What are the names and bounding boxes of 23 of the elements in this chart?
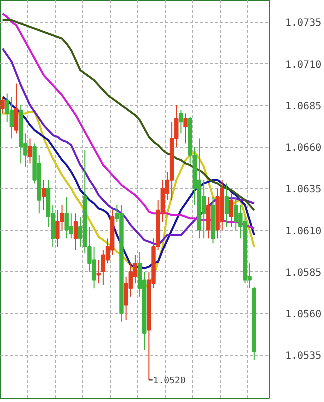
- annotation: 1.0520: [153, 376, 186, 387]
- candlestick: [0, 96, 5, 114]
- y-tick-label: 1.0535: [286, 351, 322, 362]
- candlestick: [96, 260, 101, 284]
- y-tick-label: 1.0660: [286, 143, 322, 154]
- y-tick-label: 1.0610: [286, 226, 322, 238]
- y-tick-label: 1.0735: [286, 18, 322, 30]
- candlestick: [101, 250, 106, 286]
- candlestick: [224, 183, 230, 228]
- candlestick: [202, 180, 206, 240]
- candlestick: [42, 180, 46, 211]
- y-tick-label: 1.0710: [286, 60, 322, 71]
- candlestick: [74, 213, 78, 251]
- candlestick: [184, 113, 188, 144]
- y-tick-label: 1.0560: [286, 310, 322, 321]
- candlestick: [10, 96, 14, 140]
- candlestick: [14, 83, 19, 134]
- y-tick-label: 1.0635: [286, 184, 322, 196]
- y-tick-label: 1.0585: [286, 268, 322, 279]
- candlestick: [28, 138, 32, 164]
- candlestick: [179, 110, 184, 134]
- y-tick-label: 1.0685: [286, 101, 322, 112]
- candlestick: [229, 193, 234, 228]
